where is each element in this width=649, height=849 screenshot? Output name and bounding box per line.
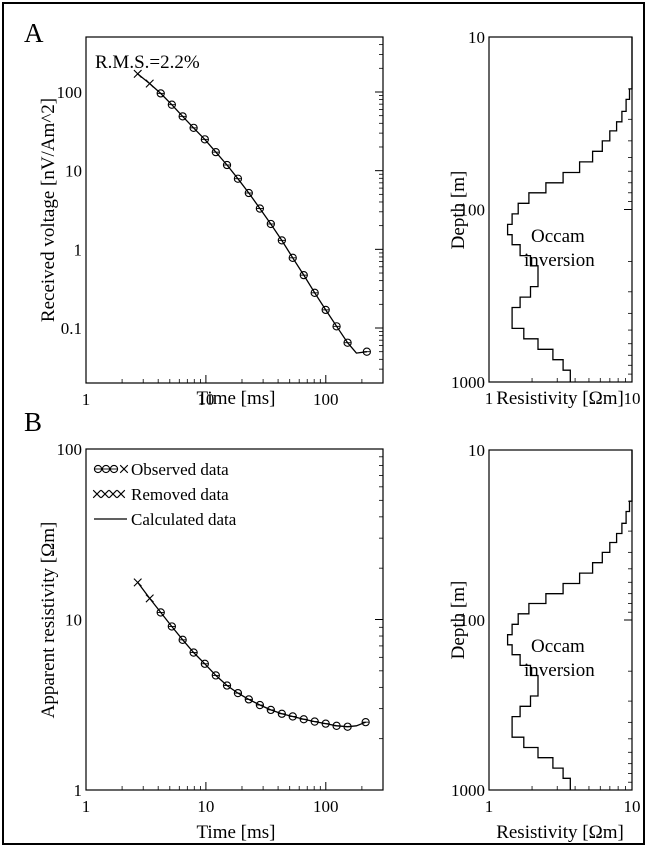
model_a-y-tick-label: 100 — [460, 201, 486, 220]
model_a-y-axis-label: Depth [m] — [448, 171, 469, 250]
voltage-removed-point — [133, 69, 142, 79]
apparent_resistivity-y-tick-label: 1 — [74, 781, 83, 800]
voltage-plot-area — [85, 36, 384, 384]
apparent_resistivity-y-tick-label: 100 — [57, 440, 83, 459]
voltage-x-tick-label: 100 — [313, 390, 339, 409]
legend-removed-symbol — [100, 489, 110, 499]
model_b-y-tick-label: 100 — [460, 611, 486, 630]
legend-observed-label: Observed data — [131, 460, 229, 479]
model_b-x-tick-label: 10 — [624, 797, 641, 816]
panel-letter-a: A — [24, 18, 44, 48]
model_a-y-tick-label: 10 — [468, 28, 485, 47]
model_b-resistivity-profile — [506, 450, 633, 790]
voltage-y-tick-label: 0.1 — [61, 319, 82, 338]
legend-observed-symbol — [119, 464, 129, 474]
model_a-model — [506, 37, 633, 382]
apparent_resistivity-x-tick-label: 10 — [197, 797, 214, 816]
model_b-axes: 1 10 10 100 1000 Resistivity [Ωm] Depth [m] — [448, 441, 641, 843]
occam-label-a-line1: Occam — [531, 226, 585, 247]
legend-removed-label: Removed data — [131, 485, 229, 504]
apparent_resistivity-removed-point — [145, 594, 154, 603]
model_b-y-tick-label: 1000 — [451, 781, 485, 800]
apparent_resistivity-x-axis-label: Time [ms] — [196, 822, 275, 843]
chart-marks: 1 10 100 0.1 1 10 100 Time [ms] Received voltage… — [38, 28, 641, 843]
model_b-x-tick-label: 1 — [485, 797, 494, 816]
model_a-axes: 1 10 10 100 1000 Resistivity [Ωm] Depth [m] — [448, 28, 641, 409]
model_a-x-axis-label: Resistivity [Ωm] — [496, 388, 624, 409]
legend-calculated-label: Calculated data — [131, 510, 237, 529]
voltage-x-tick-label: 10 — [197, 390, 214, 409]
legend-removed-symbol — [116, 489, 126, 499]
model_b-x-axis-label: Resistivity [Ωm] — [496, 822, 624, 843]
model_a-resistivity-profile — [506, 37, 633, 382]
voltage-removed-point — [145, 79, 154, 88]
panel-letter-b: B — [24, 407, 42, 437]
voltage-axes: 1 10 100 0.1 1 10 100 Time [ms] Received voltage… — [38, 44, 383, 409]
model_a-x-tick-label: 10 — [624, 389, 641, 408]
apparent_resistivity-series — [133, 578, 370, 731]
legend-observed-marker — [93, 464, 129, 474]
legend-removed-symbol — [92, 489, 102, 499]
voltage-y-tick-label: 100 — [57, 83, 83, 102]
legend-removed-marker — [92, 489, 126, 499]
apparent_resistivity-calculated-line — [137, 582, 366, 728]
apparent_resistivity-y-axis-label: Apparent resistivity [Ωm] — [38, 522, 59, 719]
apparent_resistivity-y-tick-label: 10 — [65, 611, 82, 630]
model_a-y-tick-label: 1000 — [451, 373, 485, 392]
voltage-x-axis-label: Time [ms] — [196, 388, 275, 409]
voltage-y-tick-label: 1 — [74, 240, 83, 259]
voltage-series — [133, 69, 371, 356]
apparent_resistivity-x-tick-label: 1 — [82, 797, 91, 816]
model_a-x-tick-label: 1 — [485, 389, 494, 408]
model_b-y-tick-label: 10 — [468, 441, 485, 460]
model-a-plot-area — [488, 36, 633, 383]
legend-removed-symbol — [108, 489, 118, 499]
voltage-calculated-line — [137, 73, 367, 354]
legend: Observed data Removed data Calculated da… — [92, 460, 237, 529]
occam-label-b-line1: Occam — [531, 636, 585, 657]
apparent_resistivity-removed-point — [133, 578, 142, 587]
occam-label-b-line2: inversion — [524, 660, 595, 681]
model-b-plot-area — [488, 449, 633, 791]
voltage-y-tick-label: 10 — [65, 162, 82, 181]
rms-annotation: R.M.S.=2.2% — [95, 52, 200, 73]
model_b-model — [506, 450, 633, 790]
voltage-y-axis-label: Received voltage [nV/Am^2] — [38, 98, 59, 322]
occam-label-a-line2: inversion — [524, 250, 595, 271]
apparent_resistivity-x-tick-label: 100 — [313, 797, 339, 816]
model_b-y-axis-label: Depth [m] — [448, 581, 469, 660]
apparent_resistivity-axes: 1 10 100 1 10 100 Time [ms] Apparent resistivit… — [38, 440, 383, 843]
voltage-x-tick-label: 1 — [82, 390, 91, 409]
